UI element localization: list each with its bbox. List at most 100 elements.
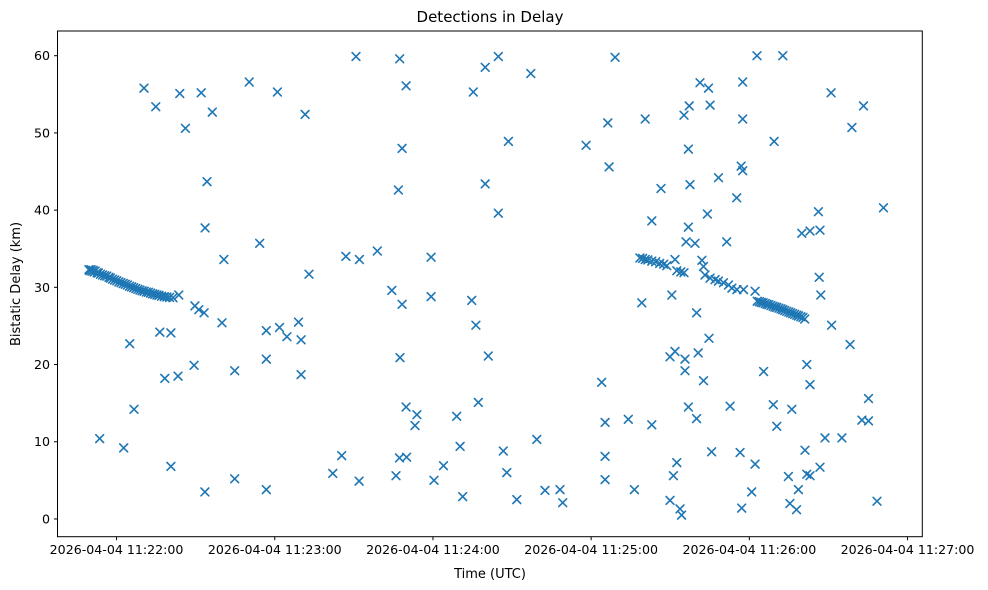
data-point-marker [683,222,694,232]
data-point-marker [758,366,769,377]
data-point-marker [174,290,184,300]
data-point-marker [680,366,690,376]
plot-border [57,30,923,538]
data-point-marker [351,51,361,62]
data-point-marker [604,162,614,172]
x-tick-label: 2026-04-04 11:25:00 [524,542,658,557]
data-point-marker [679,268,689,278]
data-point-marker [722,237,732,247]
data-point-marker [493,51,503,62]
data-point-marker [175,88,185,99]
y-tick-label: 10 [34,434,50,449]
data-point-marker [219,254,229,265]
y-tick-label: 0 [42,511,50,526]
data-point-marker [480,179,490,189]
data-point-marker [718,278,729,288]
data-point-marker [679,110,689,120]
data-point-marker [623,414,633,424]
data-point-marker [670,254,680,265]
data-point-marker [738,284,749,295]
data-point-marker [676,510,687,520]
data-point-marker [872,496,882,506]
data-point-marker [695,78,705,88]
x-axis-label: Time (UTC) [453,567,526,582]
data-point-marker [468,87,478,97]
data-point-marker [483,351,493,361]
data-point-marker [735,447,745,458]
data-point-marker [387,285,397,296]
data-point-marker [230,366,240,376]
data-point-marker [293,317,304,327]
data-point-marker [412,410,422,420]
data-point-marker [600,417,610,428]
data-point-marker [180,123,191,133]
data-point-marker [665,495,675,506]
data-point-marker [665,352,675,362]
data-point-marker [337,450,347,461]
data-point-marker [125,339,135,349]
data-point-marker [752,51,762,61]
data-point-marker [732,193,742,203]
data-point-marker [452,411,462,421]
data-point-marker [429,475,439,485]
data-point-marker [797,228,807,238]
data-point-marker [438,461,449,471]
y-tick-label: 40 [34,203,50,218]
data-point-marker [778,51,788,61]
data-point-marker [202,176,212,187]
data-point-marker [471,320,481,330]
data-point-marker [738,166,748,176]
data-point-marker [401,402,411,412]
data-point-marker [750,459,760,469]
data-point-marker [532,434,542,445]
data-point-marker [813,207,824,217]
data-point-marker [676,267,686,277]
y-axis-label: Bistatic Delay (km) [9,222,24,346]
data-point-marker [155,327,165,337]
data-point-marker [610,52,620,62]
data-point-marker [200,487,210,497]
data-point-marker [738,114,748,124]
data-point-marker [820,433,830,443]
data-point-marker [600,474,610,485]
y-tick-label: 50 [34,125,50,140]
data-point-marker [705,273,715,283]
data-point-marker [261,354,271,364]
data-point-marker [196,88,206,98]
data-point-marker [194,305,204,315]
data-point-marker [847,122,857,133]
data-point-marker [391,471,401,481]
data-point-marker [160,373,170,384]
data-point-marker [737,503,747,513]
data-point-marker [600,451,610,462]
data-point-marker [750,286,760,296]
x-tick-label: 2026-04-04 11:24:00 [366,542,500,557]
data-point-marker [166,461,176,472]
data-point-marker [282,332,292,342]
data-point-marker [769,136,779,147]
data-point-marker [503,136,514,147]
data-point-marker [629,484,640,495]
data-point-marker [173,371,183,381]
data-point-marker [410,420,420,431]
data-point-marker [473,397,483,408]
data-point-marker [151,102,161,112]
data-point-marker [698,261,709,272]
data-point-marker [702,209,713,219]
data-point-marker [837,433,847,443]
data-point-marker [814,272,824,282]
data-point-marker [703,83,714,93]
x-tick-label: 2026-04-04 11:26:00 [682,542,816,557]
data-point-marker [217,318,227,328]
y-tick-label: 30 [34,280,50,295]
data-point-marker [800,314,810,324]
data-point-marker [787,404,797,414]
y-axis-ticks: 0 10 20 30 40 50 60 [34,48,58,526]
data-point-marker [261,484,271,495]
data-point-marker [705,100,715,110]
data-point-marker [680,354,690,364]
data-point-marker [863,393,874,404]
data-point-marker [768,400,778,410]
data-point-marker [274,322,285,333]
data-point-marker [732,284,742,295]
